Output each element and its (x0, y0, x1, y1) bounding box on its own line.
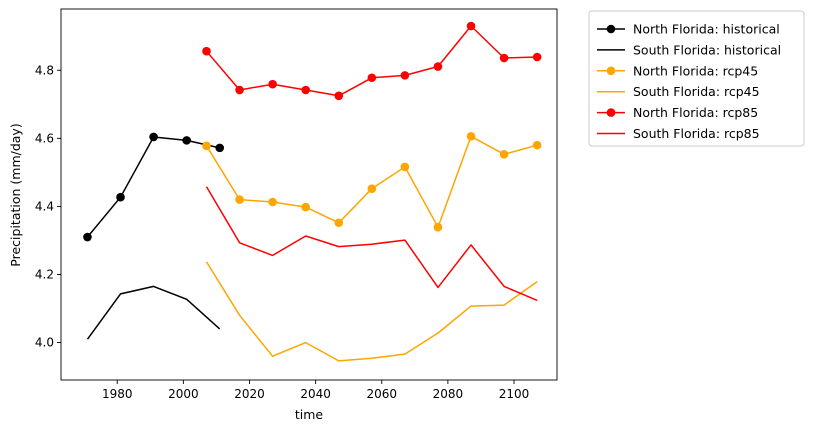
legend-item: South Florida: historical (597, 42, 781, 57)
x-tick-label: 1980 (102, 387, 133, 401)
plot-frame (60, 8, 558, 381)
data-point (268, 79, 277, 89)
data-point (433, 62, 443, 71)
legend-item: South Florida: rcp45 (597, 84, 760, 99)
legend-label: North Florida: rcp45 (633, 63, 758, 78)
series-north-florida-historical (83, 132, 225, 242)
data-point (400, 162, 410, 172)
x-tick-label: 2060 (366, 387, 397, 401)
series-line (205, 261, 538, 362)
legend-swatch-marker (606, 66, 616, 76)
data-point (532, 140, 542, 150)
x-axis: 1980 2000 2020 2040 2060 2080 2100 (102, 380, 529, 401)
data-point (182, 136, 191, 145)
data-point (466, 131, 476, 141)
legend-swatch-marker (606, 108, 616, 117)
legend-item: North Florida: historical (597, 22, 780, 37)
data-point (235, 195, 244, 204)
legend-item: North Florida: rcp45 (597, 63, 758, 78)
y-axis: 4.0 4.2 4.4 4.6 4.8 (35, 63, 61, 350)
data-point (433, 222, 443, 232)
legend-label: South Florida: historical (633, 42, 781, 57)
series-line (205, 186, 538, 302)
data-point (301, 85, 310, 95)
legend-label: South Florida: rcp85 (633, 126, 760, 141)
data-point (367, 73, 377, 83)
data-point (499, 53, 509, 63)
y-tick-label: 4.0 (35, 336, 54, 350)
data-point (149, 132, 158, 142)
legend-frame (588, 10, 805, 147)
x-tick-label: 2100 (499, 387, 530, 401)
y-tick-label: 4.6 (35, 131, 54, 145)
x-tick-label: 2000 (168, 387, 199, 401)
data-point (83, 232, 92, 242)
legend: North Florida: historical South Florida: … (588, 10, 805, 147)
data-point (202, 46, 211, 56)
x-tick-label: 2020 (234, 387, 265, 401)
series-south-florida-historical (86, 285, 221, 340)
y-axis-label: Precipitation (mm/day) (8, 123, 23, 266)
data-point (400, 71, 410, 80)
legend-label: North Florida: historical (633, 22, 780, 37)
data-point (301, 202, 310, 212)
data-point (215, 143, 225, 153)
y-tick-label: 4.4 (35, 199, 54, 213)
legend-label: South Florida: rcp45 (633, 84, 760, 99)
data-point (334, 91, 344, 101)
series-north-florida-rcp45 (202, 131, 542, 232)
x-axis-label: time (295, 407, 324, 422)
legend-item: South Florida: rcp85 (597, 126, 760, 141)
data-point (116, 192, 125, 202)
x-tick-label: 2040 (300, 387, 331, 401)
data-point (532, 52, 542, 62)
series-layer (83, 21, 542, 362)
x-tick-label: 2080 (433, 387, 464, 401)
data-point (367, 184, 377, 194)
series-line (86, 285, 221, 340)
y-tick-label: 4.8 (35, 63, 54, 77)
data-point (235, 85, 244, 95)
legend-item: North Florida: rcp85 (597, 105, 758, 120)
y-tick-label: 4.2 (35, 267, 54, 281)
legend-swatch-marker (606, 24, 616, 34)
series-north-florida-rcp85 (202, 21, 542, 101)
series-south-florida-rcp45 (205, 261, 538, 362)
data-point (334, 218, 344, 228)
plot-area (60, 8, 558, 381)
legend-label: North Florida: rcp85 (633, 105, 758, 120)
data-point (202, 141, 211, 151)
data-point (268, 197, 277, 207)
data-point (466, 21, 476, 31)
data-point (499, 150, 509, 159)
series-south-florida-rcp85 (205, 186, 538, 302)
